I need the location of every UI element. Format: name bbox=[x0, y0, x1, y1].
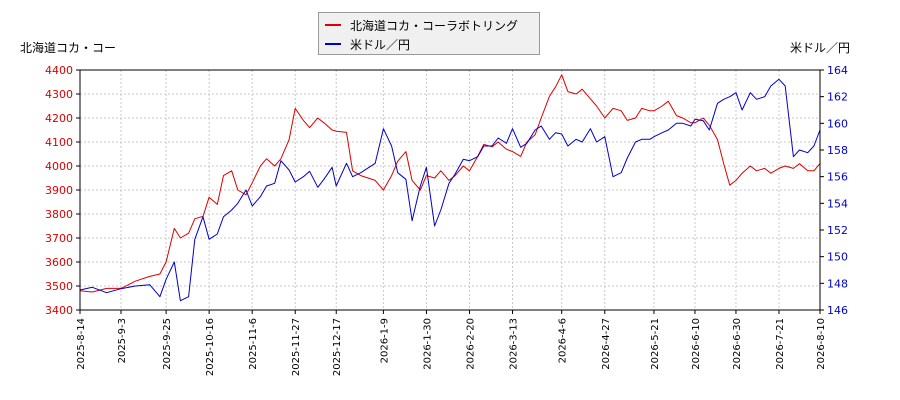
legend: 北海道コカ・コーラボトリング 米ドル／円 bbox=[318, 12, 540, 55]
x-tick-label: 2026-8-10 bbox=[816, 318, 827, 370]
right-tick-label: 164 bbox=[827, 64, 848, 77]
left-tick-label: 4400 bbox=[45, 64, 73, 77]
x-tick-label: 2025-11-27 bbox=[291, 318, 302, 376]
x-tick-label: 2026-7-21 bbox=[775, 318, 786, 370]
left-tick-label: 4200 bbox=[45, 112, 73, 125]
x-tick-label: 2026-6-10 bbox=[691, 318, 702, 370]
x-tick-label: 2026-3-13 bbox=[509, 318, 520, 370]
legend-swatch-stock bbox=[325, 24, 341, 26]
legend-swatch-usdjpy bbox=[325, 43, 341, 45]
right-tick-label: 160 bbox=[827, 117, 848, 130]
legend-label-stock: 北海道コカ・コーラボトリング bbox=[350, 18, 519, 33]
right-tick-label: 156 bbox=[827, 171, 848, 184]
legend-label-usdjpy: 米ドル／円 bbox=[350, 37, 411, 52]
left-tick-label: 3800 bbox=[45, 208, 73, 221]
series-line-usdjpy bbox=[79, 78, 821, 302]
legend-item-usdjpy: 米ドル／円 bbox=[325, 35, 410, 53]
legend-item-stock: 北海道コカ・コーラボトリング bbox=[325, 16, 518, 34]
x-tick-label: 2026-1-30 bbox=[422, 318, 433, 370]
left-tick-label: 3500 bbox=[45, 280, 73, 293]
right-tick-label: 162 bbox=[827, 91, 848, 104]
x-tick-label: 2025-9-3 bbox=[117, 318, 128, 363]
x-tick-label: 2025-9-25 bbox=[162, 318, 173, 370]
right-tick-label: 152 bbox=[827, 224, 848, 237]
right-tick-label: 150 bbox=[827, 251, 848, 264]
x-tick-label: 2026-5-21 bbox=[650, 318, 661, 370]
x-tick-label: 2025-12-17 bbox=[332, 318, 343, 376]
left-tick-label: 4000 bbox=[45, 160, 73, 173]
left-axis-title: 北海道コカ・コー bbox=[20, 41, 117, 55]
x-tick-label: 2026-6-30 bbox=[732, 318, 743, 370]
x-tick-label: 2026-1-9 bbox=[379, 318, 390, 363]
left-tick-label: 3900 bbox=[45, 184, 73, 197]
x-tick-label: 2026-4-6 bbox=[558, 318, 569, 363]
right-y-axis: 146 148 150 152 154 156 158 160 162 164 bbox=[820, 64, 848, 317]
left-y-axis: 3400 3500 3600 3700 3800 3900 4000 4100 4200 4300… bbox=[45, 64, 80, 317]
series-lines bbox=[79, 74, 821, 302]
left-tick-label: 3700 bbox=[45, 232, 73, 245]
x-tick-label: 2026-4-27 bbox=[601, 318, 612, 370]
right-tick-label: 154 bbox=[827, 197, 848, 210]
x-tick-label: 2026-2-20 bbox=[465, 318, 476, 370]
left-tick-label: 3600 bbox=[45, 256, 73, 269]
left-tick-label: 4100 bbox=[45, 136, 73, 149]
right-tick-label: 148 bbox=[827, 277, 848, 290]
x-tick-label: 2025-8-14 bbox=[76, 318, 87, 370]
right-axis-title: 米ドル／円 bbox=[789, 41, 850, 55]
left-tick-label: 4300 bbox=[45, 88, 73, 101]
x-tick-label: 2025-10-16 bbox=[205, 318, 216, 376]
x-tick-label: 2025-11-6 bbox=[248, 318, 259, 370]
right-tick-label: 146 bbox=[827, 304, 848, 317]
x-axis: 2025-8-14 2025-9-3 2025-9-25 2025-10-16 2025… bbox=[76, 310, 827, 376]
right-tick-label: 158 bbox=[827, 144, 848, 157]
left-tick-label: 3400 bbox=[45, 304, 73, 317]
